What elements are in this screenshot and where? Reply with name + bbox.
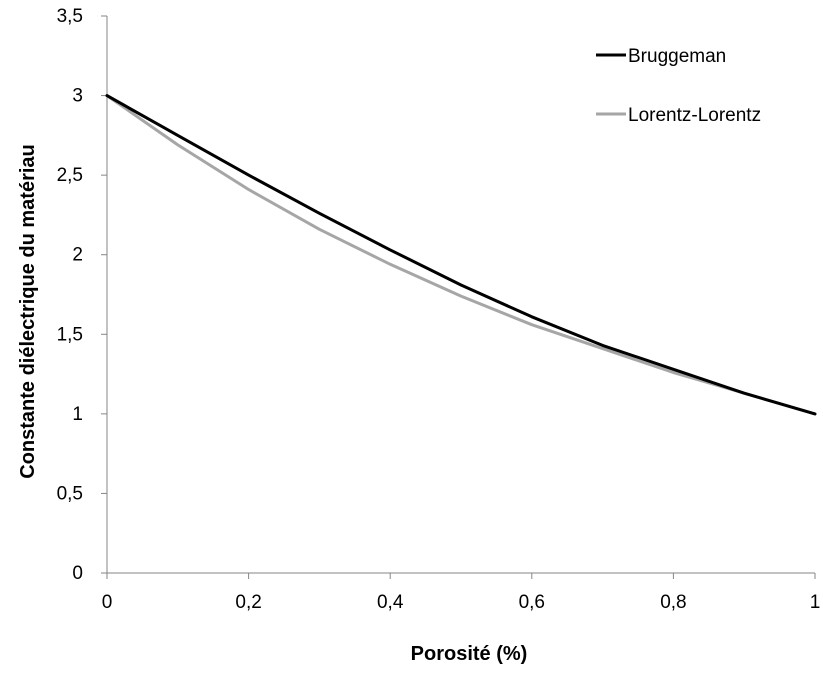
x-tick-label: 0 <box>102 592 113 613</box>
series-layer <box>105 94 817 416</box>
y-tick-label: 3 <box>72 86 83 107</box>
x-tick-label: 0,6 <box>519 592 545 613</box>
x-tick-label: 0,2 <box>235 592 261 613</box>
x-tick-label: 1 <box>810 592 821 613</box>
y-tick-label: 3,5 <box>57 6 83 27</box>
y-tick-label: 0,5 <box>57 483 83 504</box>
x-tick-label: 0,4 <box>377 592 404 613</box>
axes <box>101 15 816 579</box>
tick-labels: 0 0,5 1 1,5 2 2,5 3 3,5 0 0,2 0,4 0,6 0,8 1 <box>57 6 821 613</box>
x-axis-title: Porosité (%) <box>411 643 528 665</box>
legend: Bruggeman Lorentz-Lorentz <box>596 46 761 126</box>
series-line-bruggeman <box>105 94 817 416</box>
y-tick-label: 1 <box>72 404 83 425</box>
y-axis-title: Constante diélectrique du matériau <box>17 144 39 479</box>
y-tick-label: 2 <box>72 245 83 266</box>
x-tick-label: 0,8 <box>660 592 686 613</box>
series-line-lorentz-lorentz <box>105 94 817 416</box>
y-tick-label: 0 <box>72 563 83 584</box>
y-tick-label: 2,5 <box>57 165 83 186</box>
y-tick-label: 1,5 <box>57 324 83 345</box>
legend-label-lorentz-lorentz: Lorentz-Lorentz <box>628 105 761 126</box>
legend-label-bruggeman: Bruggeman <box>628 46 726 67</box>
